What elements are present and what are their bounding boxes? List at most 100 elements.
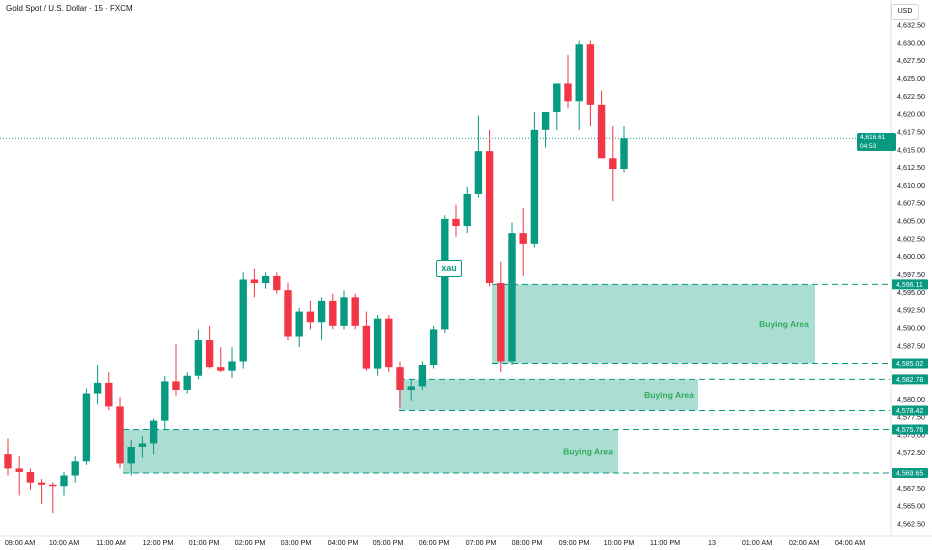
candle-body <box>228 361 236 371</box>
y-tick-label: 4,590.00 <box>897 323 925 332</box>
x-tick-label: 01:00 AM <box>742 538 772 547</box>
y-tick-label: 4,587.50 <box>897 341 925 350</box>
candle-body <box>564 83 572 102</box>
y-tick-label: 4,622.50 <box>897 92 925 101</box>
zone-level-tag <box>892 374 928 385</box>
last-price-countdown: 04:53 <box>860 143 877 150</box>
candle-body <box>127 447 135 464</box>
candle-body <box>138 443 147 448</box>
x-tick-label: 01:00 PM <box>189 538 220 547</box>
y-tick-label: 4,600.00 <box>897 252 925 261</box>
candle-body <box>273 275 281 291</box>
candle-body <box>317 300 326 323</box>
y-tick-label: 4,580.00 <box>897 395 925 404</box>
x-tick-label: 13 <box>708 538 716 547</box>
candle-body <box>609 158 617 169</box>
zone-level-value: 4,582.78 <box>896 377 923 384</box>
candle-body <box>474 151 483 194</box>
candle-body <box>183 375 191 390</box>
candle-body <box>407 386 415 390</box>
buying-area-label: Buying Area <box>563 446 613 456</box>
candle-body <box>575 44 583 102</box>
x-tick-label: 09:00 AM <box>5 538 35 547</box>
candle-body <box>26 471 35 483</box>
candle-body <box>4 454 12 469</box>
candle-body <box>284 290 292 337</box>
y-tick-label: 4,605.00 <box>897 217 925 226</box>
y-tick-label: 4,565.00 <box>897 502 925 511</box>
y-tick-label: 4,612.50 <box>897 163 925 172</box>
candle-body <box>329 300 337 326</box>
x-tick-label: 10:00 PM <box>604 538 635 547</box>
buying-area-label: Buying Area <box>759 319 809 329</box>
x-tick-label: 10:00 AM <box>49 538 79 547</box>
candle-body <box>396 367 404 390</box>
xau-label-tag: xau <box>436 260 462 277</box>
buying-area-zone <box>123 429 618 474</box>
candle-body <box>429 329 438 366</box>
y-tick-label: 4,572.50 <box>897 448 925 457</box>
x-tick-label: 12:00 PM <box>143 538 174 547</box>
y-tick-label: 4,597.50 <box>897 270 925 279</box>
zone-level-value: 4,596.11 <box>896 282 923 289</box>
zone-level-tag <box>892 468 928 479</box>
zone-level-value: 4,575.76 <box>896 427 923 434</box>
candle-body <box>205 340 214 368</box>
candle-body <box>508 233 516 362</box>
x-tick-label: 05:00 PM <box>373 538 404 547</box>
candle-body <box>250 279 259 284</box>
candle-body <box>586 44 595 105</box>
candle-body <box>261 275 270 284</box>
candle-body <box>71 461 79 476</box>
y-tick-label: 4,617.50 <box>897 127 925 136</box>
x-tick-label: 02:00 AM <box>789 538 819 547</box>
candle-body <box>37 482 46 485</box>
candle-body <box>306 311 315 323</box>
candle-body <box>385 318 393 368</box>
candle-body <box>541 111 550 130</box>
candle-body <box>340 297 348 326</box>
y-tick-label: 4,595.00 <box>897 288 925 297</box>
candle-body <box>362 325 371 369</box>
x-tick-label: 04:00 AM <box>835 538 865 547</box>
candle-body <box>553 83 561 112</box>
candle-body <box>239 279 247 362</box>
y-tick-label: 4,620.00 <box>897 110 925 119</box>
candle-body <box>519 233 527 244</box>
candle-body <box>530 129 539 244</box>
x-tick-label: 07:00 PM <box>466 538 497 547</box>
buying-area-zone <box>492 284 815 364</box>
x-tick-label: 11:00 PM <box>650 538 680 547</box>
candle-body <box>60 475 68 487</box>
y-tick-label: 4,602.50 <box>897 234 925 243</box>
zone-level-tag <box>892 424 928 435</box>
candle-body <box>15 468 23 472</box>
candle-body <box>485 151 494 284</box>
buying-area-zone <box>399 379 698 411</box>
x-tick-label: 03:00 PM <box>281 538 312 547</box>
candle-body <box>161 381 169 421</box>
y-tick-label: 4,630.00 <box>897 38 925 47</box>
zone-level-value: 4,578.42 <box>896 408 923 415</box>
x-tick-label: 11:00 AM <box>96 538 126 547</box>
candle-body <box>597 104 606 159</box>
y-tick-label: 4,625.00 <box>897 74 925 83</box>
zone-level-tag <box>892 279 928 290</box>
candle-body <box>452 218 460 227</box>
x-tick-label: 02:00 PM <box>235 538 266 547</box>
candle-body <box>295 311 303 337</box>
y-tick-label: 4,567.50 <box>897 484 925 493</box>
zone-level-tag <box>892 358 928 369</box>
candle-body <box>172 381 180 390</box>
x-tick-label: 09:00 PM <box>559 538 590 547</box>
candle-body <box>49 484 57 487</box>
candle-body <box>351 297 359 326</box>
zone-level-value: 4,569.65 <box>896 471 923 478</box>
candle-body <box>82 393 91 462</box>
y-tick-label: 4,610.00 <box>897 181 925 190</box>
candle-body <box>194 340 203 376</box>
currency-button[interactable]: USD <box>891 4 919 20</box>
y-tick-label: 4,577.50 <box>897 413 925 422</box>
zone-level-tag <box>892 405 928 416</box>
